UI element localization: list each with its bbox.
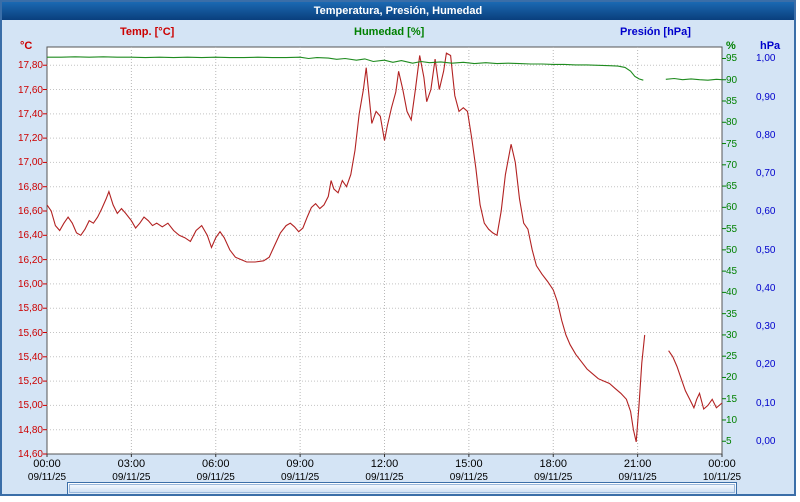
humidity-axis-unit: %: [726, 40, 736, 52]
temp-axis-unit: °C: [20, 40, 33, 52]
pressure-axis-unit: hPa: [760, 40, 781, 52]
legend-temp: Temp. [°C]: [120, 26, 175, 38]
window-title: Temperatura, Presión, Humedad: [2, 2, 794, 20]
timeline-scrollbar-thumb[interactable]: [69, 484, 735, 493]
series-humidity-line: [47, 56, 723, 81]
timeline-scrollbar[interactable]: [67, 482, 737, 495]
legend-pressure: Presión [hPa]: [620, 26, 691, 38]
legend-humidity: Humedad [%]: [354, 26, 425, 38]
series-temp-line: [46, 52, 723, 443]
